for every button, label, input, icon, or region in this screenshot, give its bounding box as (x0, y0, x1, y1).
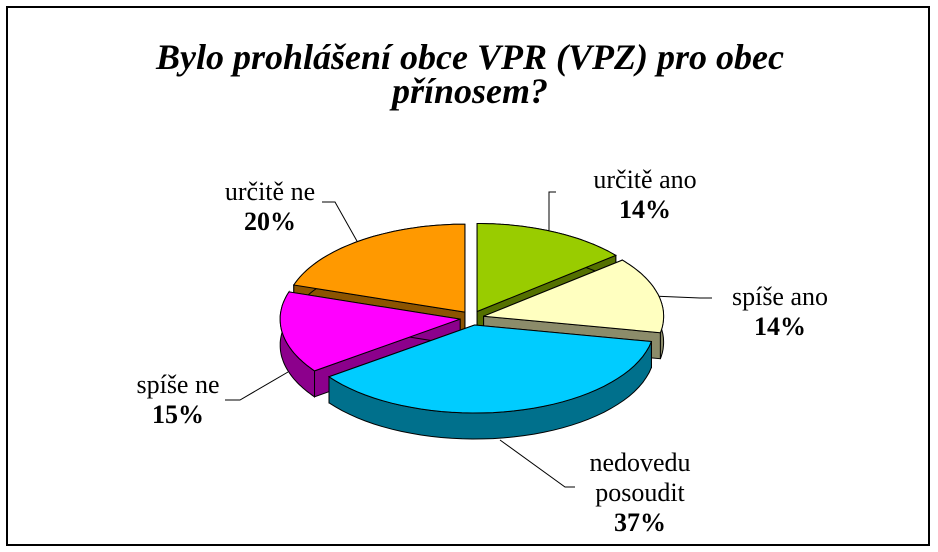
value-label: 37% (614, 508, 666, 537)
slice (327, 324, 653, 414)
category-label: nedovedu posoudit (589, 448, 691, 507)
leader-line (651, 295, 712, 299)
slice-label: určitě ne 20% (225, 177, 315, 237)
leader-lines (225, 191, 712, 488)
category-label: určitě ne (224, 177, 316, 206)
chart-frame (6, 6, 930, 546)
chart-title: Bylo prohlášení obce VPR (VPZ) pro obec … (156, 37, 784, 111)
slice-label: nedovedu posoudit 37% (580, 448, 700, 538)
value-label: 15% (151, 400, 204, 429)
slice-label: spíše ano 14% (732, 282, 828, 342)
slice-label: určitě ano 14% (593, 165, 696, 225)
leader-line (499, 439, 575, 488)
category-label: spíše ano (731, 282, 829, 311)
slice (476, 223, 617, 313)
category-label: spíše ne (136, 370, 220, 399)
slice (279, 291, 461, 372)
slice (483, 259, 665, 334)
category-label: určitě ano (593, 165, 697, 194)
slice-label: spíše ne 15% (136, 370, 219, 430)
leader-line (322, 201, 363, 251)
value-label: 14% (753, 312, 806, 341)
leader-line (225, 371, 289, 401)
value-label: 20% (243, 207, 296, 236)
slice (292, 223, 466, 313)
value-label: 14% (618, 195, 671, 224)
